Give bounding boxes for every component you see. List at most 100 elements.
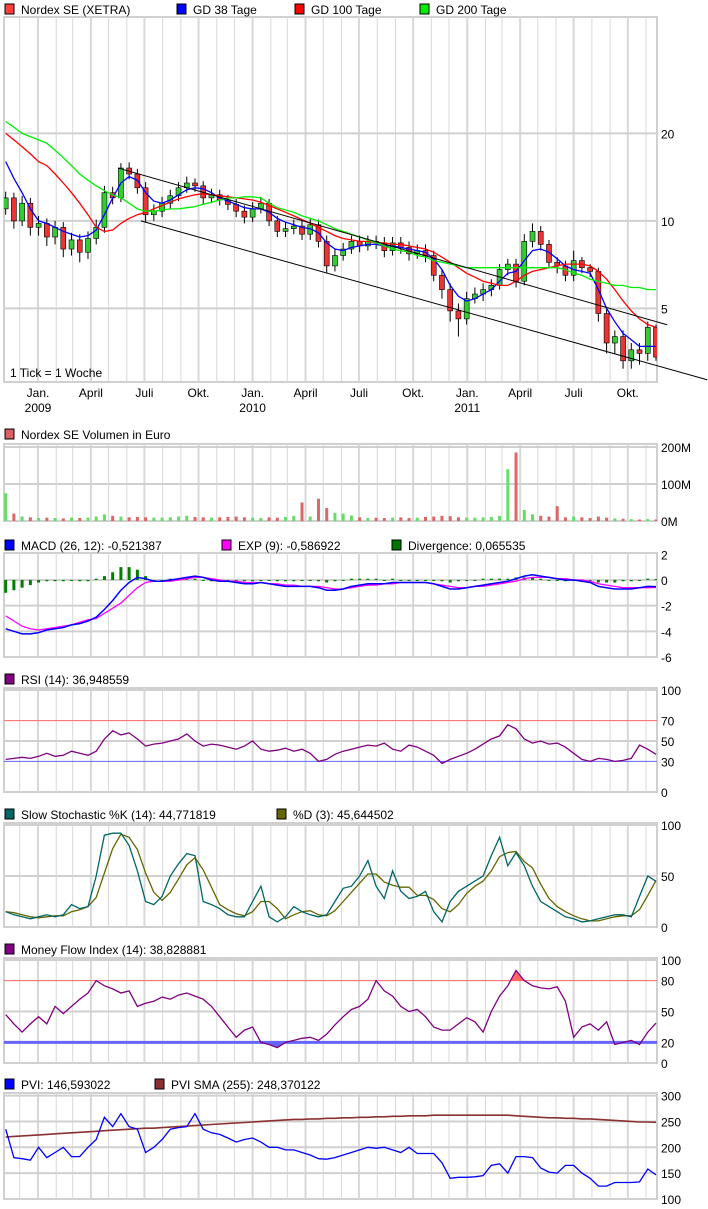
candle-body (340, 248, 346, 256)
volume-bar (596, 516, 600, 521)
candle-body (455, 310, 462, 320)
candle-body (175, 187, 182, 197)
divergence-bar (638, 579, 642, 581)
legend-label: %D (3): 45,644502 (293, 808, 394, 822)
volume-bar (251, 517, 255, 521)
candle (241, 205, 248, 224)
y-tick-label: 2 (661, 548, 668, 562)
legend-swatch (176, 3, 187, 15)
divergence-bar (267, 579, 271, 581)
divergence-bar (119, 567, 123, 580)
candle-body (537, 231, 544, 245)
candle (537, 226, 544, 251)
candle-body (68, 239, 75, 250)
divergence-bar (4, 579, 8, 593)
candle (612, 330, 618, 354)
rsi-line (5, 723, 657, 765)
x-tick-month: Okt. (402, 386, 424, 400)
candle-body (4, 197, 9, 210)
y-tick-label: 50 (661, 735, 675, 749)
candle (60, 222, 67, 258)
candle (142, 182, 149, 223)
x-tick-year: 2011 (454, 401, 480, 415)
divergence-bar (374, 578, 378, 580)
pvi-sma-line (5, 1114, 657, 1138)
volume-bar (333, 512, 337, 521)
volume-bar (119, 516, 123, 521)
y-tick-label: 100 (661, 954, 681, 968)
rsi-plot (5, 720, 657, 765)
divergence-bar (555, 579, 559, 581)
volume-bar (440, 515, 444, 521)
candle (439, 269, 445, 299)
candle-body (27, 202, 34, 228)
divergence-bar (308, 579, 312, 581)
volume-bar (580, 517, 584, 521)
candle (19, 195, 25, 227)
y-tick-label: 80 (661, 975, 675, 989)
volume-bar (135, 516, 139, 521)
stoch-plot (5, 832, 657, 924)
y-tick-label: -2 (661, 600, 672, 614)
volume-bar (341, 513, 345, 521)
volume-bar (547, 516, 551, 521)
candle (68, 232, 75, 256)
divergence-bar (275, 579, 279, 582)
candle-body (587, 267, 593, 272)
vertical-gridlines (19, 444, 647, 521)
candle-body (192, 182, 198, 187)
legend-label: GD 38 Tage (193, 3, 257, 17)
candle (332, 249, 338, 272)
divergence-bar (481, 578, 485, 580)
stoch-k-line (5, 832, 657, 924)
candle-body (85, 238, 91, 253)
pvi-plot (5, 1112, 657, 1187)
candle-body (282, 228, 289, 232)
legend-label: Slow Stochastic %K (14): 44,771819 (21, 808, 216, 822)
y-tick-label: 5 (661, 302, 668, 316)
candle-body (60, 227, 67, 250)
divergence-bar (20, 579, 24, 588)
volume-bar (572, 516, 576, 521)
legend-swatch (154, 1078, 165, 1090)
divergence-bar (251, 579, 255, 582)
macd-plot (4, 567, 657, 635)
volume-bar (177, 516, 181, 521)
volume-bar (621, 518, 625, 521)
y-tick-label: 0 (661, 1057, 668, 1071)
volume-bar (423, 516, 427, 521)
volume-bar (481, 517, 485, 521)
x-tick-month: April (294, 386, 318, 400)
y-tick-label: 0M (661, 515, 678, 529)
candle-body (620, 336, 626, 362)
volume-bar (37, 518, 41, 521)
divergence-bar (333, 579, 337, 582)
candle-body (348, 241, 355, 250)
trend-channel-line (117, 167, 668, 326)
x-tick-month: Jan. (27, 386, 50, 400)
legend-swatch (391, 539, 402, 551)
divergence-bar (127, 567, 131, 580)
candle (192, 178, 198, 192)
volume-panel: 200M 100M 0M Nordex SE Volumen in Euro (3, 428, 691, 529)
legend-label: GD 200 Tage (436, 3, 507, 17)
volume-bar (465, 517, 469, 521)
divergence-bar (448, 579, 452, 583)
divergence-bar (456, 579, 460, 582)
candle (455, 303, 462, 337)
candle-body (323, 241, 330, 267)
y-tick-label: 250 (661, 1115, 681, 1129)
y-tick-label: 200 (661, 1141, 681, 1155)
volume-bar (539, 515, 543, 521)
overbought-fill (5, 720, 656, 721)
x-tick-month: Okt. (188, 386, 210, 400)
x-tick-month: Jan. (241, 386, 264, 400)
divergence-bar (399, 579, 403, 581)
divergence-bar (300, 579, 304, 581)
divergence-bar (498, 578, 502, 580)
divergence-bar (605, 579, 609, 583)
x-tick-month: April (508, 386, 532, 400)
divergence-bar (341, 579, 345, 581)
trend-channel-line (140, 220, 708, 381)
x-tick-month: Jan. (456, 386, 479, 400)
